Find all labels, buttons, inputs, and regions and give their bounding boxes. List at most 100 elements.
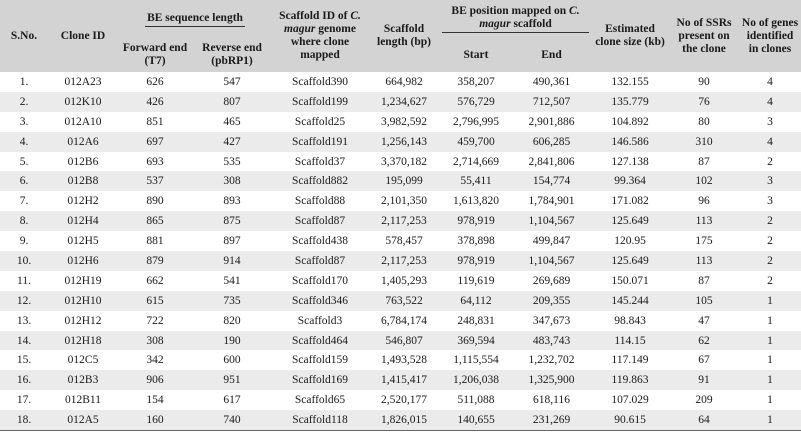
cell-sno: 18.	[0, 410, 48, 432]
cell-size: 104.892	[591, 111, 670, 132]
cell-rev: 897	[192, 231, 272, 252]
cell-ssr: 113	[669, 211, 740, 232]
cell-size: 132.155	[591, 72, 670, 92]
cell-scaffold: Scaffold65	[272, 390, 368, 411]
cell-end: 154,774	[512, 171, 592, 192]
cell-end: 618,116	[512, 390, 592, 411]
cell-end: 2,901,886	[512, 111, 592, 132]
cell-sno: 15.	[0, 350, 48, 371]
cell-start: 2,796,995	[440, 111, 512, 132]
cell-end: 483,743	[512, 330, 592, 351]
cell-end: 490,361	[512, 72, 592, 92]
table-row: 6. 012B8 537 308 Scaffold882 195,099 55,411 154…	[0, 171, 801, 192]
table-row: 2. 012K10 426 807 Scaffold199 1,234,627 576,72…	[0, 91, 801, 112]
cell-rev: 600	[192, 350, 272, 371]
cell-sno: 5.	[0, 151, 48, 172]
cell-start: 1,206,038	[440, 370, 512, 391]
cell-end: 1,104,567	[512, 211, 592, 232]
cell-fwd: 426	[118, 91, 192, 112]
cell-end: 712,507	[512, 91, 592, 112]
cell-ssr: 91	[669, 370, 740, 391]
cell-ssr: 76	[669, 91, 740, 112]
table-row: 7. 012H2 890 893 Scaffold88 2,101,350 1,613,82…	[0, 191, 801, 212]
cell-end: 1,104,567	[512, 251, 592, 271]
cell-ssr: 175	[669, 231, 740, 252]
cell-end: 231,269	[512, 410, 592, 432]
table-row: 5. 012B6 693 535 Scaffold37 3,370,182 2,714,66…	[0, 151, 801, 172]
cell-sno: 17.	[0, 390, 48, 411]
cell-ssr: 87	[669, 270, 740, 291]
cell-fwd: 865	[118, 211, 192, 232]
cell-start: 511,088	[440, 390, 512, 411]
cell-size: 146.586	[591, 131, 670, 152]
cell-genes: 2	[739, 270, 801, 291]
cell-rev: 535	[192, 151, 272, 172]
cell-len: 578,457	[368, 231, 440, 252]
cell-clone: 012B11	[48, 390, 118, 411]
cell-ssr: 64	[669, 410, 740, 432]
cell-genes: 4	[739, 72, 801, 92]
cell-rev: 190	[192, 330, 272, 351]
cell-scaffold: Scaffold882	[272, 171, 368, 192]
header-scaffold-id-pre: Scaffold ID of	[279, 10, 351, 22]
cell-size: 99.364	[591, 171, 670, 192]
cell-genes: 1	[739, 410, 801, 432]
cell-start: 248,831	[440, 310, 512, 331]
cell-rev: 547	[192, 72, 272, 92]
header-clone-size: Estimated clone size (kb)	[591, 0, 670, 72]
cell-start: 119,619	[440, 270, 512, 291]
header-ssrs: No of SSRs present on the clone	[669, 0, 740, 72]
table-body: 1. 012A23 626 547 Scaffold390 664,982 358,207 4…	[0, 72, 801, 432]
cell-len: 546,807	[368, 330, 440, 351]
table-row: 8. 012H4 865 875 Scaffold87 2,117,253 978,919 1…	[0, 211, 801, 232]
cell-clone: 012K10	[48, 91, 118, 112]
cell-size: 90.615	[591, 410, 670, 432]
header-start: Start	[440, 38, 512, 72]
table-row: 12. 012H10 615 735 Scaffold346 763,522 64,112 2…	[0, 290, 801, 311]
cell-len: 1,234,627	[368, 91, 440, 112]
cell-ssr: 113	[669, 251, 740, 271]
cell-end: 1,784,901	[512, 191, 592, 212]
table-row: 17. 012B11 154 617 Scaffold65 2,520,177 511,08…	[0, 390, 801, 411]
header-be-position-pre: BE position mapped on	[451, 5, 570, 17]
cell-rev: 541	[192, 270, 272, 291]
header-be-position: BE position mapped on C. magur scaffold	[440, 0, 592, 38]
cell-fwd: 879	[118, 251, 192, 271]
cell-len: 763,522	[368, 290, 440, 311]
cell-ssr: 87	[669, 151, 740, 172]
cell-scaffold: Scaffold88	[272, 191, 368, 212]
cell-sno: 1.	[0, 72, 48, 92]
cell-end: 1,325,900	[512, 370, 592, 391]
cell-fwd: 851	[118, 111, 192, 132]
cell-size: 120.95	[591, 231, 670, 252]
cell-scaffold: Scaffold159	[272, 350, 368, 371]
cell-scaffold: Scaffold390	[272, 72, 368, 92]
cell-end: 1,232,702	[512, 350, 592, 371]
cell-scaffold: Scaffold170	[272, 270, 368, 291]
cell-fwd: 722	[118, 310, 192, 331]
cell-size: 125.649	[591, 211, 670, 232]
cell-genes: 1	[739, 330, 801, 351]
cell-clone: 012H10	[48, 290, 118, 311]
cell-size: 150.071	[591, 270, 670, 291]
cell-ssr: 47	[669, 310, 740, 331]
cell-genes: 1	[739, 390, 801, 411]
cell-scaffold: Scaffold87	[272, 211, 368, 232]
cell-scaffold: Scaffold25	[272, 111, 368, 132]
cell-len: 2,117,253	[368, 251, 440, 271]
cell-end: 606,285	[512, 131, 592, 152]
header-reverse-end: Reverse end (pbRP1)	[192, 38, 272, 72]
cell-rev: 465	[192, 111, 272, 132]
table-row: 11. 012H19 662 541 Scaffold170 1,405,293 119,6…	[0, 270, 801, 291]
cell-scaffold: Scaffold87	[272, 251, 368, 271]
header-scaffold-id: Scaffold ID of C. magur genome where clo…	[272, 0, 368, 72]
cell-sno: 4.	[0, 131, 48, 152]
cell-size: 145.244	[591, 290, 670, 311]
cell-end: 347,673	[512, 310, 592, 331]
cell-sno: 12.	[0, 290, 48, 311]
cell-clone: 012A10	[48, 111, 118, 132]
cell-size: 125.649	[591, 251, 670, 271]
cell-rev: 735	[192, 290, 272, 311]
header-sno: S.No.	[0, 0, 48, 72]
cell-fwd: 906	[118, 370, 192, 391]
